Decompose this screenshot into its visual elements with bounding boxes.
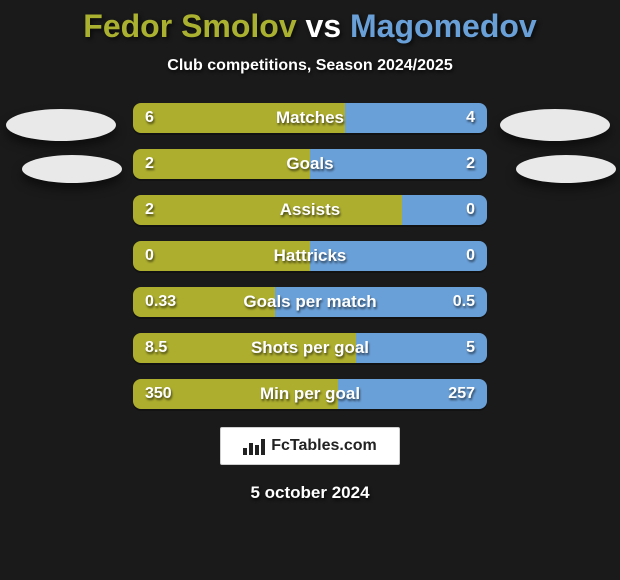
bars-icon <box>243 437 265 455</box>
title-player2: Magomedov <box>350 8 537 44</box>
stat-row: Shots per goal8.55 <box>133 333 487 363</box>
subtitle: Club competitions, Season 2024/2025 <box>0 57 620 75</box>
segment-left <box>133 241 310 271</box>
segment-right <box>310 149 487 179</box>
segment-left <box>133 195 402 225</box>
segment-left <box>133 379 338 409</box>
stat-row-track <box>133 195 487 225</box>
segment-right <box>345 103 487 133</box>
chart-area: Matches64 Goals22 Assists20 Hattricks00 Goal… <box>0 103 620 409</box>
stat-row-track <box>133 287 487 317</box>
page-title: Fedor Smolov vs Magomedov <box>0 0 620 45</box>
stat-row: Hattricks00 <box>133 241 487 271</box>
segment-left <box>133 103 345 133</box>
segment-right <box>338 379 487 409</box>
stat-row-track <box>133 379 487 409</box>
brand-text: FcTables.com <box>271 437 377 455</box>
stat-row-track <box>133 103 487 133</box>
decor-ellipse-0 <box>6 109 116 141</box>
stat-row: Matches64 <box>133 103 487 133</box>
segment-right <box>275 287 487 317</box>
stat-row-track <box>133 149 487 179</box>
segment-right <box>402 195 487 225</box>
stat-row: Goals per match0.330.5 <box>133 287 487 317</box>
decor-ellipse-3 <box>516 155 616 183</box>
segment-left <box>133 149 310 179</box>
stat-row-track <box>133 333 487 363</box>
segment-left <box>133 333 356 363</box>
date-text: 5 october 2024 <box>0 483 620 503</box>
decor-ellipse-2 <box>500 109 610 141</box>
segment-right <box>310 241 487 271</box>
stat-row: Assists20 <box>133 195 487 225</box>
title-player1: Fedor Smolov <box>83 8 296 44</box>
stat-row: Goals22 <box>133 149 487 179</box>
brand-logo: FcTables.com <box>220 427 400 465</box>
segment-left <box>133 287 275 317</box>
segment-right <box>356 333 487 363</box>
stat-row: Min per goal350257 <box>133 379 487 409</box>
title-vs: vs <box>297 8 350 44</box>
stat-row-track <box>133 241 487 271</box>
decor-ellipse-1 <box>22 155 122 183</box>
